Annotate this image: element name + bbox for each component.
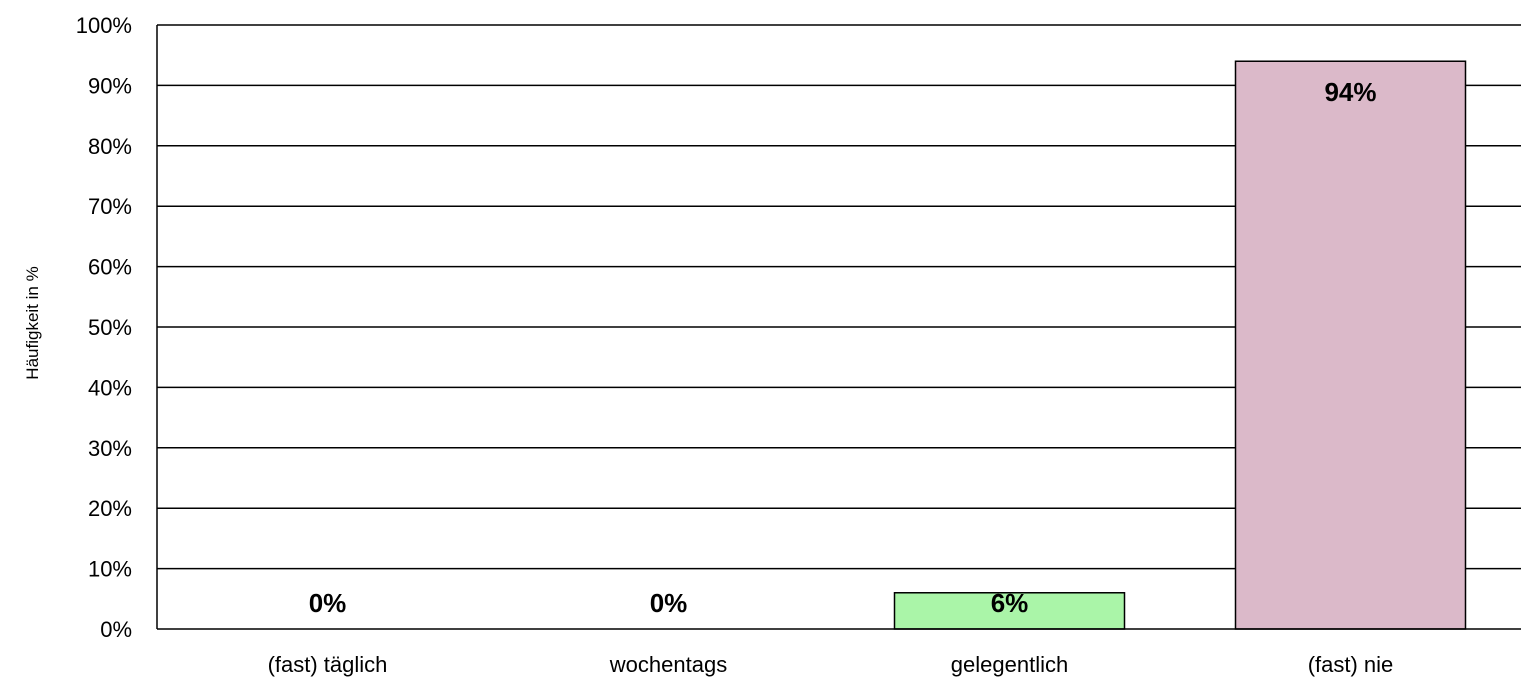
y-tick-label: 10% [88,557,132,582]
data-labels: 0% 0% 6% 94% [309,77,1377,618]
y-tick-label: 100% [76,13,132,38]
y-tick-label: 0% [100,617,132,642]
y-tick-label: 90% [88,73,132,98]
y-tick-label: 30% [88,436,132,461]
x-tick-label: wochentags [609,652,727,677]
bars [893,60,1467,630]
x-tick-label: gelegentlich [951,652,1068,677]
x-tick-labels: (fast) täglich wochentags gelegentlich (fas… [268,652,1394,677]
y-tick-label: 50% [88,315,132,340]
x-tick-label: (fast) täglich [268,652,388,677]
gridlines [157,24,1521,570]
y-tick-label: 80% [88,134,132,159]
bar [1234,60,1467,630]
data-label: 0% [650,588,688,618]
y-axis-label: Häufigkeit in % [23,266,42,379]
y-tick-label: 70% [88,194,132,219]
data-label: 6% [991,588,1029,618]
bar [893,592,1126,630]
y-tick-label: 20% [88,496,132,521]
data-label: 0% [309,588,347,618]
data-label: 94% [1324,77,1376,107]
x-tick-label: (fast) nie [1308,652,1394,677]
y-tick-label: 60% [88,255,132,280]
y-tick-label: 40% [88,375,132,400]
y-tick-labels: 0% 10% 20% 30% 40% 50% 60% 70% 80% 90% 100% [76,13,132,642]
